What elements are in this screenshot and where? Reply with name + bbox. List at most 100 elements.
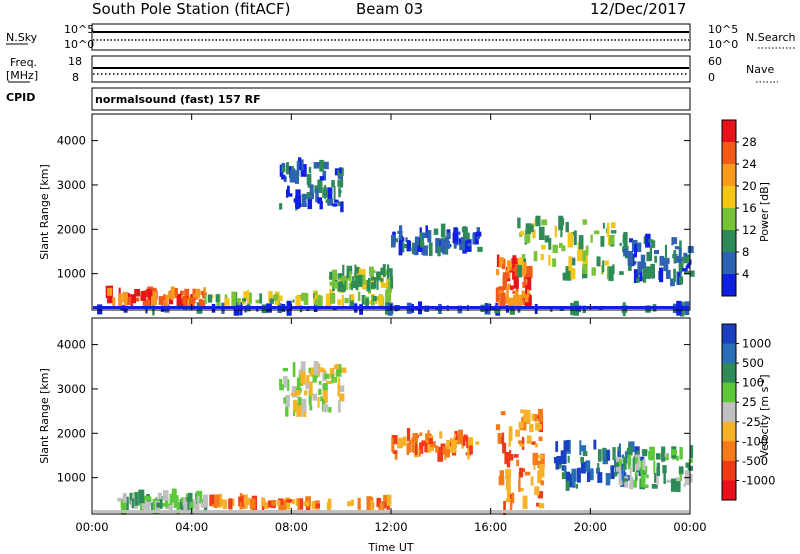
power-echo-cell (97, 304, 103, 315)
power-echo-cell (619, 271, 624, 275)
freq-label: Freq. (10, 56, 37, 69)
velocity-echo-cell (428, 438, 433, 445)
power-echo-cell (521, 290, 527, 298)
power-echo-cell (202, 293, 207, 299)
velocity-echo-cell (644, 484, 649, 489)
power-echo-cell (346, 273, 350, 279)
power-echo-cell (146, 299, 151, 308)
power-echo-cell (281, 164, 286, 173)
power-echo-cell (375, 296, 380, 300)
velocity-echo-cell (439, 431, 443, 439)
power-echo-cell (281, 162, 285, 168)
velocity-ytick-label: 4000 (57, 338, 86, 352)
power-echo-cell (582, 305, 586, 313)
velocity-echo-cell (331, 373, 334, 384)
power-echo-cell (674, 246, 680, 250)
power-echo-cell (673, 268, 676, 283)
velocity-echo-cell (202, 494, 209, 508)
power-echo-cell (134, 289, 140, 297)
velocity-echo-cell (586, 470, 591, 482)
velocity-echo-cell (665, 453, 669, 461)
power-echo-cell (190, 294, 193, 298)
power-echo-cell (602, 222, 605, 229)
power-echo-cell (274, 293, 279, 301)
velocity-echo-cell (171, 488, 177, 504)
velocity-echo-cell (605, 473, 611, 486)
power-echo-cell (684, 271, 690, 275)
power-echo-cell (639, 272, 643, 282)
power-echo-cell (427, 230, 432, 243)
velocity-echo-cell (500, 411, 506, 416)
power-echo-cell (477, 246, 483, 252)
power-echo-cell (176, 293, 182, 307)
velocity-echo-cell (632, 457, 635, 472)
velocity-echo-cell (145, 497, 151, 506)
velocity-echo-cell (296, 402, 302, 417)
power-echo-cell (420, 242, 425, 248)
velocity-echo-cell (283, 499, 287, 513)
velocity-echo-cell (145, 496, 152, 501)
nave-tick-top: 60 (708, 55, 722, 68)
power-colorbar-swatch (722, 274, 736, 297)
power-echo-cell (142, 298, 147, 309)
power-echo-cell (582, 219, 588, 225)
velocity-echo-cell (322, 388, 328, 404)
power-echo-cell (331, 269, 337, 283)
velocity-echo-cell (656, 453, 661, 460)
velocity-echo-cell (580, 457, 584, 463)
power-echo-cell (446, 232, 451, 239)
velocity-echo-cell (383, 502, 386, 509)
power-echo-cell (281, 174, 286, 180)
velocity-echo-region (495, 408, 545, 515)
power-colorbar-tick-label: 4 (742, 267, 749, 281)
velocity-echo-cell (502, 442, 507, 454)
velocity-echo-cell (505, 478, 511, 490)
power-echo-cell (368, 300, 374, 305)
velocity-echo-cell (430, 441, 436, 448)
cpid-panel-frame (91, 87, 691, 111)
power-echo-cell (681, 256, 688, 262)
power-echo-cell (352, 276, 358, 288)
velocity-echo-cell (311, 501, 316, 510)
nsky-tick-top: 10^5 (64, 23, 94, 36)
date-title: 12/Dec/2017 (590, 0, 686, 18)
velocity-echo-cell (620, 480, 623, 486)
power-echo-cell (683, 252, 688, 257)
power-echo-cell (642, 262, 647, 269)
velocity-echo-cell (635, 450, 640, 455)
velocity-echo-cell (538, 414, 544, 423)
power-echo-cell (406, 240, 411, 252)
power-echo-cell (325, 293, 332, 306)
power-echo-region (105, 285, 207, 310)
power-echo-cell (459, 238, 465, 251)
power-echo-cell (541, 244, 546, 250)
power-echo-cell (666, 269, 671, 279)
power-echo-cell (552, 244, 558, 253)
power-echo-region (517, 215, 617, 282)
power-echo-cell (567, 232, 574, 248)
power-echo-cell (207, 294, 213, 303)
velocity-echo-cell (671, 449, 677, 456)
power-echo-cell (642, 267, 647, 283)
power-echo-cell (296, 194, 300, 209)
power-echo-cell (289, 170, 296, 183)
power-echo-cell (623, 248, 628, 257)
power-echo-cell (195, 288, 201, 299)
power-echo-cell (675, 255, 681, 263)
velocity-ylabel: Slant Range [km] (38, 368, 51, 464)
velocity-echo-cell (425, 441, 432, 453)
velocity-echo-cell (263, 501, 269, 509)
velocity-echo-cell (519, 467, 524, 478)
power-echo-cell (532, 229, 536, 239)
velocity-echo-cell (518, 421, 524, 429)
velocity-echo-cell (467, 447, 470, 460)
velocity-echo-cell (428, 447, 435, 452)
velocity-echo-cell (322, 404, 329, 413)
power-echo-cell (622, 302, 626, 317)
power-colorbar-swatch (722, 120, 736, 143)
velocity-colorbar-swatch (722, 343, 736, 364)
velocity-echo-cell (271, 499, 277, 506)
power-echo-cell (341, 275, 345, 285)
velocity-echo-cell (357, 497, 361, 510)
power-echo-cell (319, 176, 325, 181)
